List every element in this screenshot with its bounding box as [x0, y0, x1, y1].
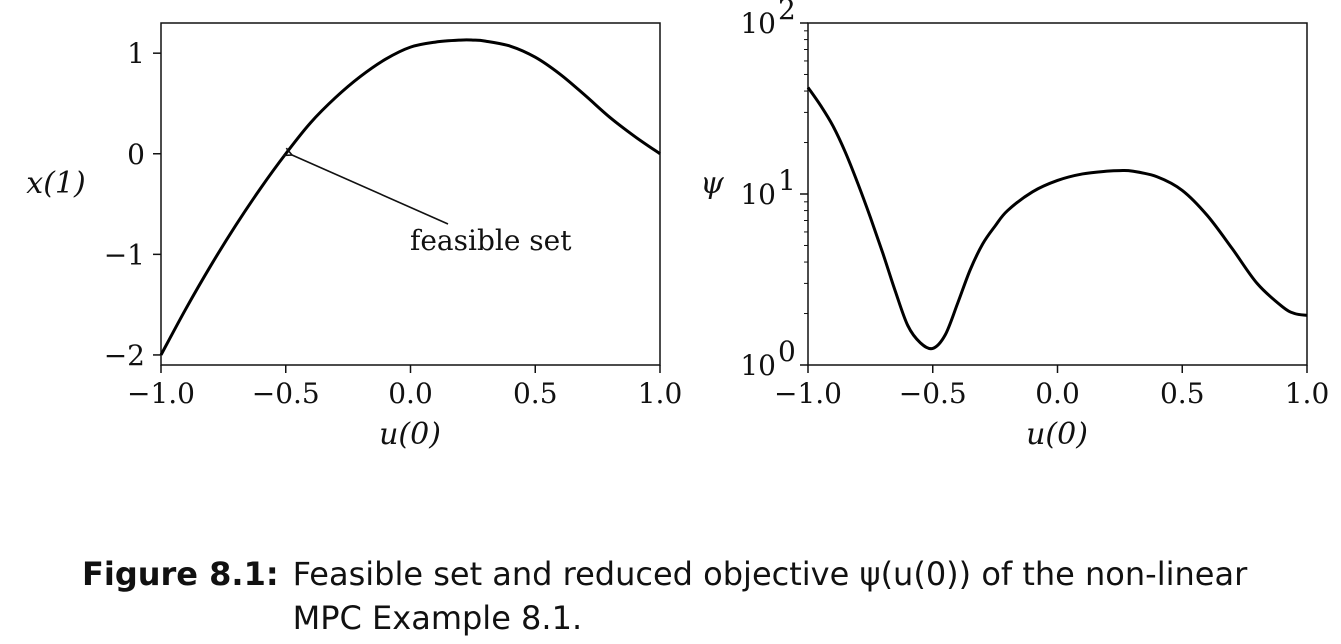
- x-tick-label: −0.5: [252, 377, 320, 410]
- y-axis-label-left: x(1): [26, 166, 85, 201]
- x-tick-label: 0.5: [1160, 377, 1205, 410]
- plot-frame-right: [807, 22, 1308, 366]
- y-tick-label: 0: [127, 138, 145, 171]
- y-tick-label: 10: [740, 349, 776, 382]
- series-line: [159, 38, 661, 356]
- x-tick-label: 1.0: [1285, 377, 1330, 410]
- x-axis-label-right: u(0): [1026, 417, 1088, 452]
- x-tick-label: 1.0: [638, 377, 683, 410]
- y-tick-label: −1: [104, 238, 145, 271]
- caption-text: Feasible set and reduced objective ψ(u(0…: [292, 555, 1248, 637]
- y-tick-label: −2: [104, 339, 145, 372]
- plot-frame-left: [160, 22, 661, 366]
- y-tick-exponent: 2: [778, 0, 796, 26]
- x-tick-label: 0.0: [388, 377, 433, 410]
- x-ticks-left: −1.0 −0.5 0.0 0.5 1.0: [127, 365, 682, 410]
- x-tick-label: 0.0: [1035, 377, 1080, 410]
- annotation-label: feasible set: [410, 224, 572, 257]
- annotation-arrow: [292, 155, 449, 225]
- feasible-set-chart: −1.0 −0.5 0.0 0.5 1.0 1 0 −1 −2 u(0) x(1) feasi…: [26, 22, 682, 452]
- y-ticks-left: 1 0 −1 −2: [104, 37, 161, 372]
- x-tick-label: −1.0: [127, 377, 195, 410]
- x-tick-label: −1.0: [774, 377, 842, 410]
- caption-label: Figure 8.1:: [82, 555, 279, 593]
- y-tick-label: 10: [740, 178, 776, 211]
- y-tick-exponent: 0: [778, 335, 796, 368]
- y-tick-exponent: 1: [778, 164, 796, 197]
- y-tick-label: 1: [127, 37, 145, 70]
- figure-caption: Figure 8.1: Feasible set and reduced obj…: [82, 552, 1322, 640]
- x-axis-label-left: u(0): [379, 417, 441, 452]
- x-tick-label: 0.5: [513, 377, 558, 410]
- series-line: [806, 86, 1308, 351]
- y-tick-label: 10: [740, 7, 776, 40]
- x-ticks-right: −1.0 −0.5 0.0 0.5 1.0: [774, 365, 1329, 410]
- x-tick-label: −0.5: [899, 377, 967, 410]
- y-axis-label-right: ψ: [700, 166, 724, 201]
